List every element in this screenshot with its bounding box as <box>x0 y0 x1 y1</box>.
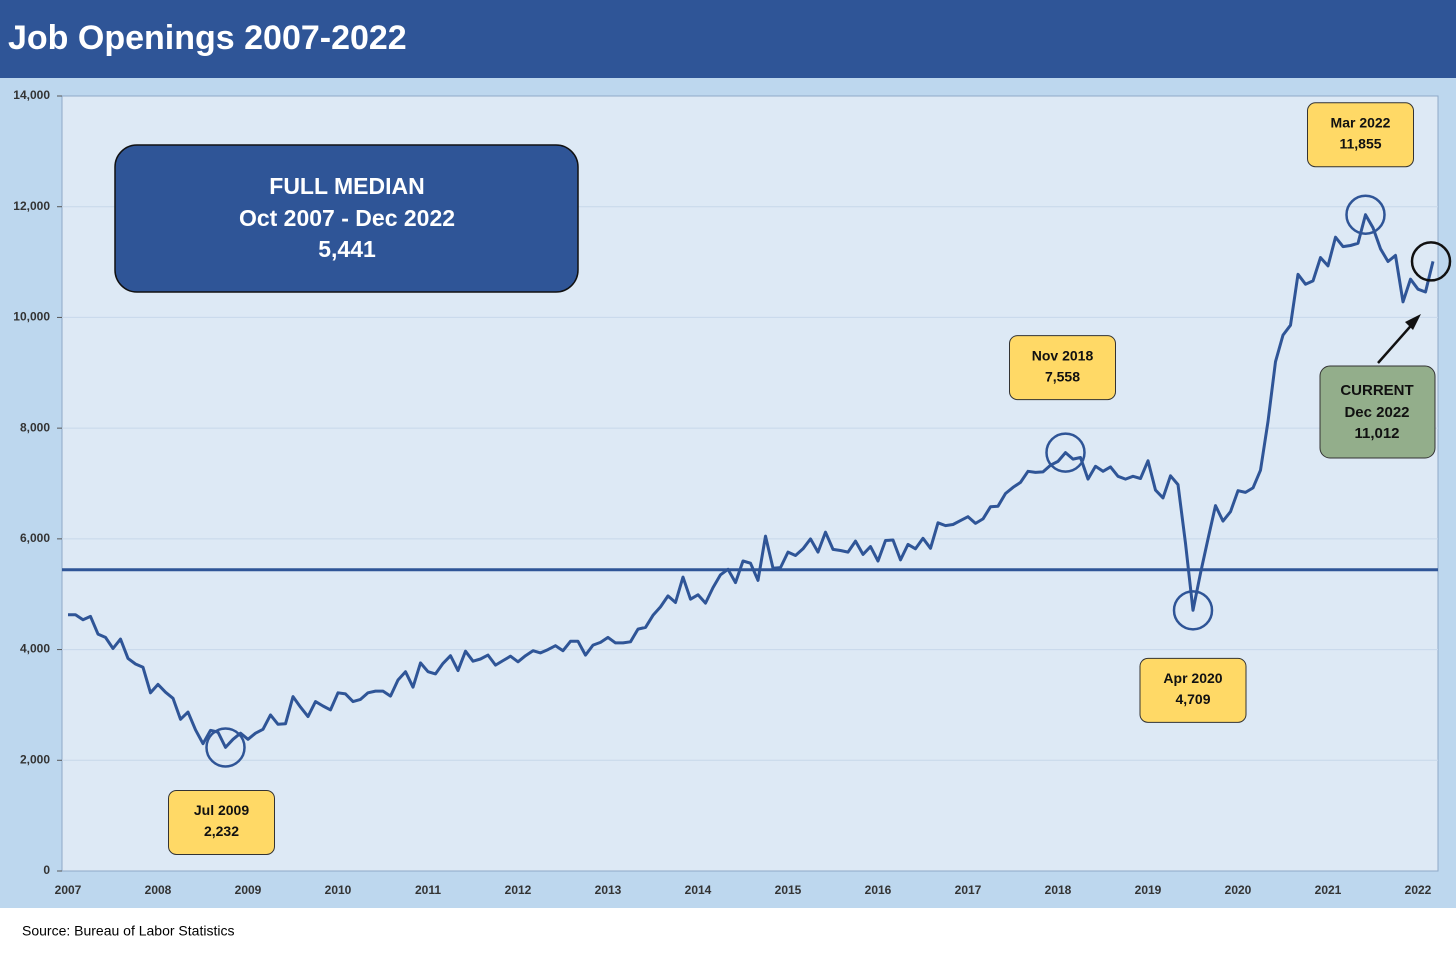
annotation-box <box>1307 102 1414 168</box>
x-tick-label: 2012 <box>505 883 532 897</box>
annotation-label: Nov 2018 <box>1032 347 1094 363</box>
current-text: Dec 2022 <box>1344 404 1409 421</box>
median-text: Oct 2007 - Dec 2022 <box>239 205 455 231</box>
chart-title: Job Openings 2007-2022 <box>8 19 407 57</box>
y-tick-label: 8,000 <box>20 420 50 434</box>
annotation-circle <box>205 727 246 768</box>
x-tick-label: 2008 <box>145 883 172 897</box>
y-tick-label: 4,000 <box>20 642 50 656</box>
x-tick-label: 2011 <box>415 883 441 897</box>
x-tick-label: 2015 <box>775 883 802 897</box>
y-tick-label: 0 <box>43 863 50 877</box>
x-tick-label: 2022 <box>1405 883 1432 897</box>
x-tick-label: 2009 <box>235 883 262 897</box>
annotation-circle <box>1345 194 1386 235</box>
y-tick-label: 12,000 <box>13 199 50 213</box>
current-text: 11,012 <box>1354 425 1399 442</box>
current-circle <box>1410 241 1452 282</box>
x-tick-label: 2020 <box>1225 883 1252 897</box>
median-box <box>114 144 579 293</box>
annotation-circle <box>1172 590 1214 631</box>
y-tick-label: 10,000 <box>13 310 50 324</box>
x-tick-label: 2013 <box>595 883 622 897</box>
y-tick-label: 2,000 <box>20 752 50 766</box>
current-text: CURRENT <box>1340 382 1413 399</box>
annotation-label: Jul 2009 <box>194 802 249 818</box>
x-tick-label: 2010 <box>325 883 352 897</box>
x-tick-label: 2007 <box>55 883 82 897</box>
x-tick-label: 2018 <box>1045 883 1072 897</box>
annotation-value: 2,232 <box>204 823 239 839</box>
annotation-label: Apr 2020 <box>1163 670 1222 686</box>
median-text: 5,441 <box>318 236 376 262</box>
y-tick-label: 6,000 <box>20 531 50 545</box>
annotation-value: 4,709 <box>1175 691 1210 707</box>
current-arrowhead <box>1405 314 1421 330</box>
annotation-box <box>1139 657 1247 723</box>
current-box <box>1319 365 1436 459</box>
median-text: FULL MEDIAN <box>269 173 424 199</box>
data-line <box>68 213 1435 749</box>
annotation-box <box>168 789 275 855</box>
source-note: Source: Bureau of Labor Statistics <box>22 923 234 939</box>
annotation-box <box>1009 335 1116 401</box>
annotation-label: Mar 2022 <box>1331 114 1391 130</box>
x-tick-label: 2016 <box>865 883 892 897</box>
header-band <box>0 0 1456 78</box>
current-arrow <box>1377 319 1417 364</box>
x-tick-label: 2014 <box>685 883 712 897</box>
y-tick-label: 14,000 <box>13 88 50 102</box>
x-tick-label: 2017 <box>955 883 982 897</box>
x-tick-label: 2021 <box>1315 883 1342 897</box>
x-tick-label: 2019 <box>1135 883 1162 897</box>
annotation-value: 7,558 <box>1045 368 1080 384</box>
annotation-circle <box>1045 432 1086 473</box>
annotation-value: 11,855 <box>1339 135 1381 151</box>
